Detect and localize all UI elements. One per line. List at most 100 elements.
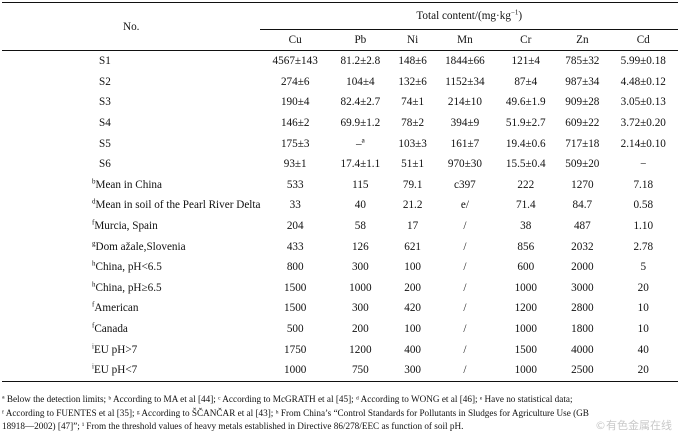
table-cell: 3.05±0.13: [620, 96, 666, 109]
table-row: hChina, pH≥6.5 1500 1000 200 / 1000 3000 20: [2, 278, 678, 299]
table-row: bMean in China 533 115 79.1 c397 222 1270 7.18: [2, 175, 678, 196]
table-cell: 1270: [571, 178, 594, 191]
column-header-cd: Cd: [636, 34, 650, 46]
row-label-text: Dom ažale,Slovenia: [95, 240, 186, 253]
table-row: fCanada 500 200 100 / 1000 1800 10: [2, 319, 678, 340]
table-cell: 100: [404, 261, 422, 274]
row-label: S3: [2, 92, 260, 113]
row-label: dMean in soil of the Pearl River Delta: [2, 195, 260, 216]
column-header-cr: Cr: [520, 34, 532, 46]
table-cell: 1500: [284, 302, 307, 315]
table-cell: 84.7: [572, 199, 593, 212]
table-cell: 1800: [571, 323, 594, 336]
row-label: iEU pH<7: [2, 360, 260, 381]
row-label-sup: i: [92, 362, 94, 371]
group-label-sup: −1: [510, 8, 519, 17]
table-cell: 20: [637, 281, 649, 294]
table-cell: 621: [404, 240, 422, 253]
table-cell: /: [463, 302, 467, 315]
row-label-text: S5: [99, 137, 111, 150]
table-cell: 38: [520, 220, 532, 233]
table-row: S2 274±6 104±4 132±6 1152±34 87±4 987±34 4.48±0…: [2, 72, 678, 93]
table-cell: 51±1: [401, 158, 425, 171]
table-body: S1 4567±143 81.2±2.8 148±6 1844±66 121±4 785±3…: [2, 50, 678, 381]
table-row: dMean in soil of the Pearl River Delta 33…: [2, 195, 678, 216]
table-cell: 19.4±0.6: [505, 137, 546, 150]
footnote-line: ª Below the detection limits; ᵇ Accordin…: [2, 394, 573, 404]
footnotes: ª Below the detection limits; ᵇ Accordin…: [2, 393, 680, 434]
row-label: fAmerican: [2, 298, 260, 319]
row-label-sup: g: [92, 238, 96, 247]
table-cell: 87±4: [514, 75, 538, 88]
column-header-mn: Mn: [457, 34, 473, 46]
table-cell: 3.72±0.20: [620, 117, 666, 130]
row-label-text: Canada: [94, 323, 128, 336]
column-group-total-content: Total content/(mg·kg−1): [260, 2, 678, 30]
table-row: S4 146±2 69.9±1.2 78±2 394±9 51.9±2.7 609±22 3.…: [2, 113, 678, 134]
table-cell: 74±1: [401, 96, 425, 109]
table-cell: 1000: [514, 281, 537, 294]
row-label: bMean in China: [2, 175, 260, 196]
table-cell: 40: [637, 343, 649, 356]
table-row: S3 190±4 82.4±2.7 74±1 214±10 49.6±1.9 909±28 3…: [2, 92, 678, 113]
table-cell: e/: [460, 199, 469, 212]
table-cell: 1000: [349, 281, 372, 294]
table-cell: 20: [637, 364, 649, 377]
table-cell: 51.9±2.7: [505, 117, 546, 130]
table-cell: 132±6: [398, 75, 427, 88]
table-cell: c397: [454, 178, 476, 191]
table-cell: 2000: [571, 261, 594, 274]
table-cell: /: [463, 240, 467, 253]
table-cell: /: [463, 281, 467, 294]
table-cell: 15.5±0.4: [505, 158, 546, 171]
row-label-text: American: [94, 302, 139, 315]
row-label: iEU pH>7: [2, 339, 260, 360]
table-cell: 717±18: [565, 137, 600, 150]
row-label-text: Mean in soil of the Pearl River Delta: [95, 199, 261, 212]
table-row: iEU pH<7 1000 750 300 / 1000 2500 20: [2, 360, 678, 381]
table-cell: 78±2: [401, 117, 425, 130]
table-cell: 2.78: [633, 240, 654, 253]
table-cell: 394±9: [450, 117, 480, 130]
table-cell: 1152±34: [445, 75, 485, 88]
row-label-text: China, pH<6.5: [95, 261, 162, 274]
table-row: S1 4567±143 81.2±2.8 148±6 1844±66 121±4 785±3…: [2, 50, 678, 72]
table-cell: 2032: [571, 240, 594, 253]
footnote-line: ᶠ According to FUENTES et al [35]; ᵍ Acc…: [2, 407, 589, 418]
table-cell: −: [640, 158, 647, 171]
footnote-line: 18918—2002) [47]”; ⁱ From the threshold …: [2, 421, 464, 431]
table-cell: 750: [351, 364, 369, 377]
row-label: S6: [2, 154, 260, 175]
table-row: hChina, pH<6.5 800 300 100 / 600 2000 5: [2, 257, 678, 278]
table-cell: 104±4: [346, 75, 375, 88]
table-cell: 4000: [571, 343, 594, 356]
group-label: Total content/(mg·kg: [416, 10, 511, 22]
column-header-no: No.: [123, 20, 140, 33]
table-cell: 970±30: [447, 158, 482, 171]
table-cell: /: [463, 220, 467, 233]
table-cell: 214±10: [447, 96, 482, 109]
table-cell: 420: [404, 302, 422, 315]
row-label-sup: f: [92, 321, 95, 330]
row-label: S4: [2, 113, 260, 134]
table-cell: 4.48±0.12: [620, 75, 666, 88]
row-label: gDom ažale,Slovenia: [2, 236, 260, 257]
table-cell: /: [463, 364, 467, 377]
table-cell: 10: [637, 323, 649, 336]
table-cell: 609±22: [565, 117, 600, 130]
row-label-text: EU pH>7: [93, 343, 138, 356]
row-label: fCanada: [2, 319, 260, 340]
table-cell: 2500: [571, 364, 594, 377]
table-cell: 1.10: [633, 220, 654, 233]
table-cell: 10: [637, 302, 649, 315]
table-cell: 433: [286, 240, 304, 253]
table-cell: 21.2: [402, 199, 423, 212]
row-label: S5: [2, 133, 260, 154]
column-header-pb: Pb: [354, 34, 367, 46]
watermark: ©有色金属在线: [595, 419, 672, 432]
table-cell: 1500: [284, 281, 307, 294]
table-cell: 856: [517, 240, 535, 253]
table-cell: /: [463, 343, 467, 356]
row-label-sup: f: [92, 300, 95, 309]
table-cell: 49.6±1.9: [505, 96, 546, 109]
